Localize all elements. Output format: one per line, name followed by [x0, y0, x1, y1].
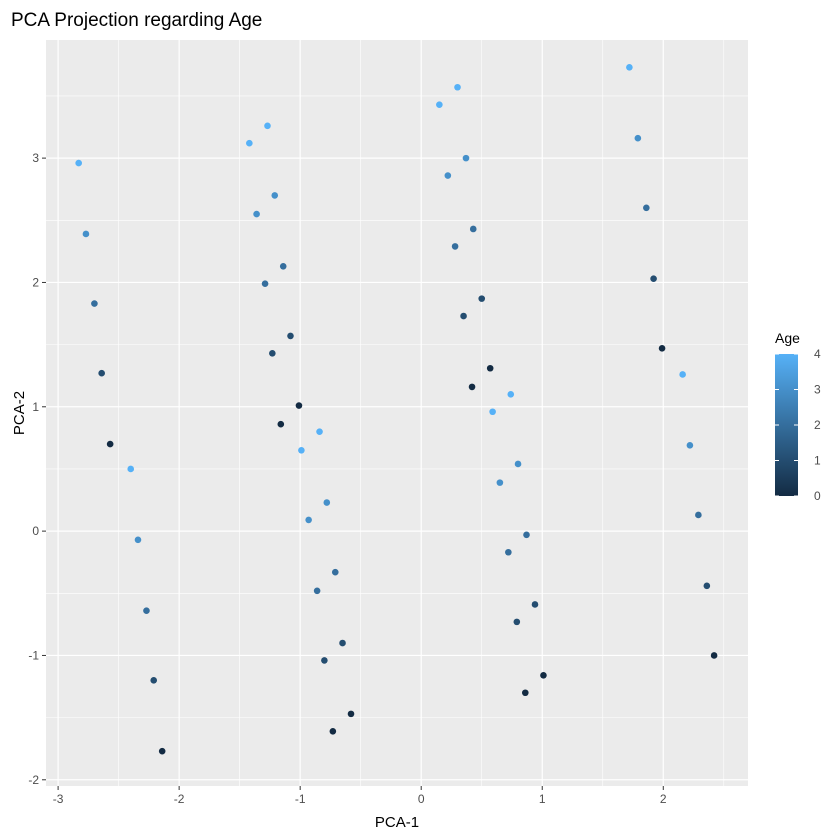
colorbar	[775, 354, 798, 496]
data-point	[277, 420, 285, 428]
y-tick-label: 1	[32, 400, 39, 414]
data-point	[75, 159, 82, 167]
data-point	[91, 300, 98, 307]
legend-tick-label: 3	[814, 383, 821, 397]
data-point	[134, 536, 142, 544]
data-point	[451, 243, 459, 250]
data-point	[469, 225, 477, 233]
data-point	[486, 364, 494, 372]
data-point	[531, 601, 539, 608]
y-axis-ticks: -2 -1 0 1 2 3	[28, 151, 46, 787]
legend-tick-label: 1	[814, 454, 821, 468]
y-tick-label: 2	[32, 275, 39, 289]
data-point	[686, 442, 694, 449]
data-point	[454, 83, 461, 91]
data-point	[478, 295, 486, 302]
data-point	[468, 383, 476, 391]
data-point	[82, 230, 90, 238]
data-point	[313, 587, 321, 595]
legend-tick-label: 4	[814, 347, 821, 361]
data-point	[321, 657, 328, 664]
data-point	[514, 460, 522, 468]
data-point	[264, 122, 271, 130]
data-point	[143, 607, 150, 614]
data-point	[295, 402, 303, 409]
legend-ticks: 0 1 2 3 4	[775, 347, 821, 503]
legend-tick-label: 0	[814, 489, 821, 503]
data-point	[679, 371, 686, 378]
y-tick-label: 0	[32, 524, 39, 538]
data-point	[269, 350, 276, 357]
legend-tick-label: 2	[814, 418, 821, 432]
x-tick-label: 0	[418, 792, 425, 806]
data-point	[158, 747, 166, 755]
x-tick-label: 2	[660, 792, 667, 806]
data-point	[436, 101, 443, 108]
data-point	[261, 280, 269, 287]
data-point	[331, 568, 339, 576]
y-tick-label: -1	[28, 648, 39, 662]
data-point	[339, 639, 346, 647]
data-point	[521, 689, 529, 697]
data-points	[75, 64, 718, 755]
data-point	[626, 64, 633, 71]
plot-panel	[46, 40, 748, 786]
data-point	[279, 262, 287, 270]
y-tick-label: 3	[32, 151, 39, 165]
data-point	[347, 710, 355, 718]
x-axis-ticks: -3 -2 -1 0 1 2	[53, 786, 667, 806]
data-point	[650, 275, 657, 283]
data-point	[489, 408, 496, 416]
data-point	[703, 582, 711, 590]
y-tick-label: -2	[28, 773, 39, 787]
data-point	[246, 139, 253, 147]
data-point	[329, 727, 337, 735]
data-point	[106, 440, 114, 448]
data-point	[507, 391, 515, 398]
data-point	[316, 428, 323, 435]
data-point	[253, 210, 260, 218]
data-point	[496, 479, 504, 486]
data-point	[634, 134, 642, 142]
data-point	[658, 345, 666, 352]
data-point	[513, 618, 521, 626]
chart-title: PCA Projection regarding Age	[11, 10, 262, 31]
x-tick-label: -2	[174, 792, 185, 806]
data-point	[540, 672, 547, 679]
x-axis-title: PCA-1	[375, 814, 419, 831]
x-tick-label: -3	[53, 792, 64, 806]
data-point	[323, 499, 331, 506]
x-tick-label: -1	[295, 792, 306, 806]
data-point	[462, 154, 470, 162]
minor-gridlines	[46, 40, 748, 786]
data-point	[98, 369, 105, 377]
data-point	[695, 511, 702, 519]
data-point	[523, 531, 530, 539]
data-point	[505, 548, 512, 556]
data-point	[150, 677, 158, 684]
major-gridlines	[46, 40, 748, 786]
data-point	[287, 332, 294, 340]
y-axis-title: PCA-2	[11, 391, 28, 435]
legend-title: Age	[775, 330, 800, 346]
data-point	[305, 516, 312, 524]
x-tick-label: 1	[539, 792, 546, 806]
data-point	[460, 312, 467, 320]
data-point	[298, 447, 305, 454]
data-point	[127, 465, 135, 473]
data-point	[444, 172, 452, 179]
data-point	[643, 204, 650, 212]
data-point	[710, 652, 718, 659]
data-point	[271, 192, 279, 199]
color-legend: Age 0 1 2 3 4	[775, 330, 821, 503]
